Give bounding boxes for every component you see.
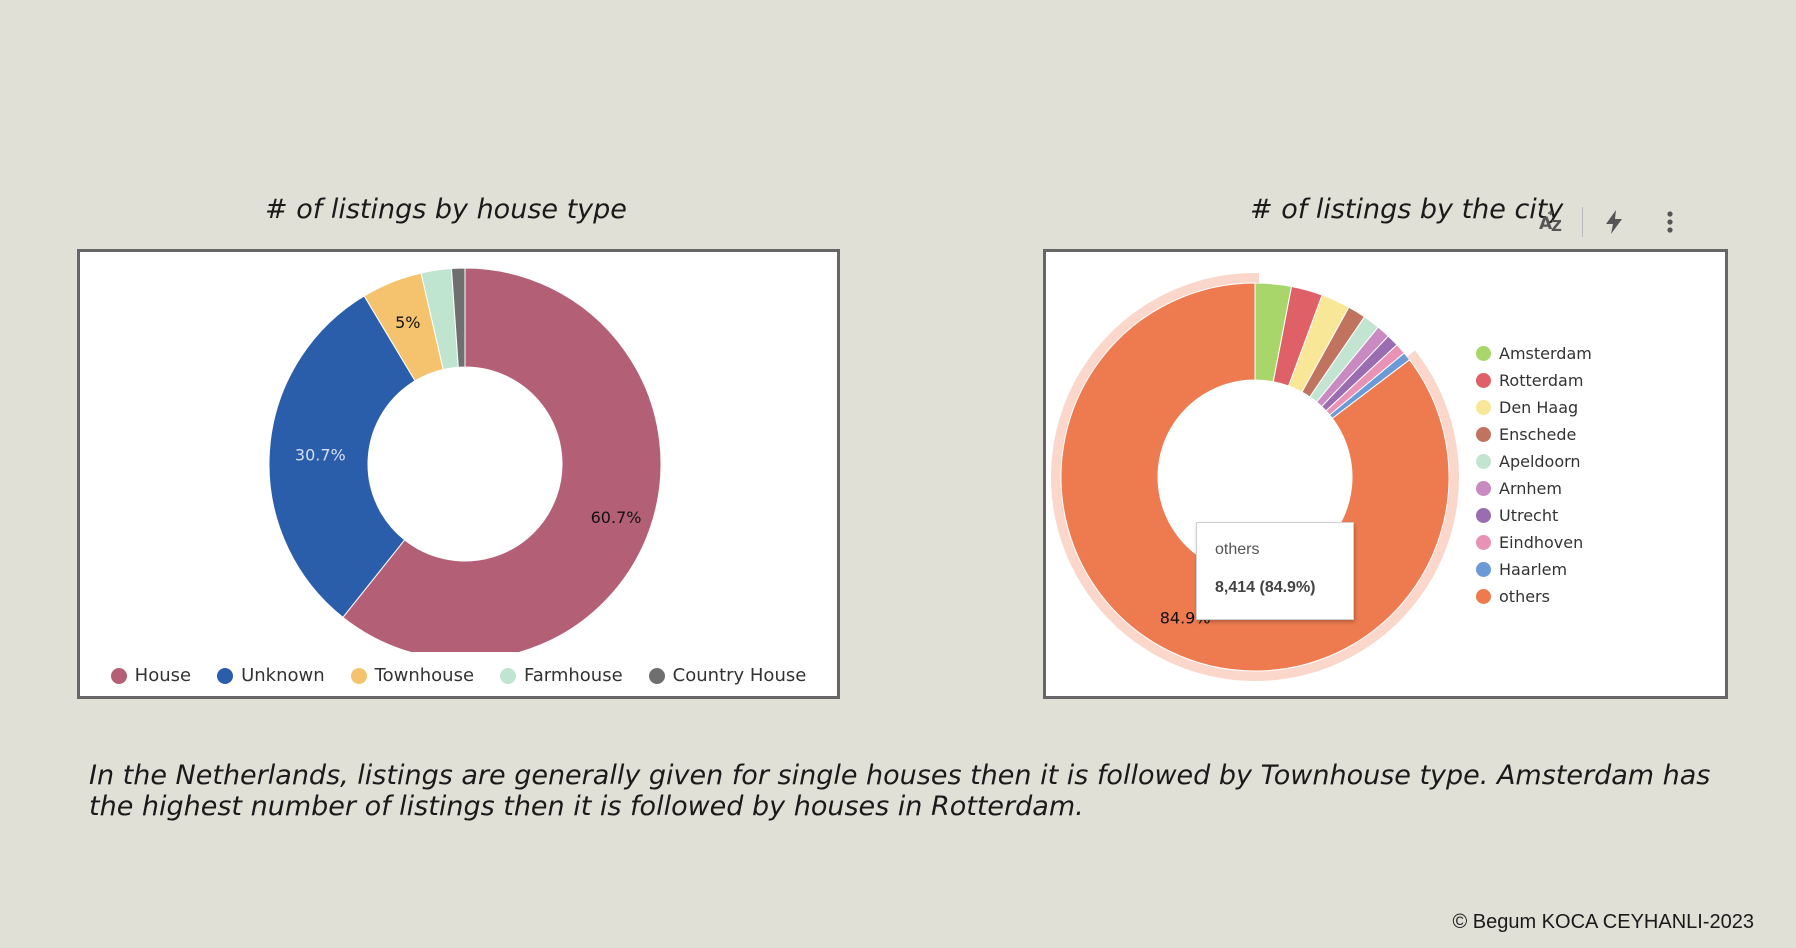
tooltip-label: others <box>1215 541 1260 558</box>
tooltip-value: 8,414 (84.9%) <box>1215 579 1316 596</box>
chart1-legend-swatch <box>648 667 665 684</box>
chart2-legend-swatch <box>1476 589 1491 604</box>
chart1-legend-swatch <box>217 667 234 684</box>
chart1-legend-label: Unknown <box>241 665 325 686</box>
sort-az-button[interactable]: A Z <box>1536 207 1566 237</box>
chart2-legend-label: Haarlem <box>1499 560 1568 579</box>
copyright-text: © Begum KOCA CEYHANLI-2023 <box>1452 911 1754 933</box>
svg-text:A: A <box>1539 214 1553 234</box>
chart1-legend-label: Country House <box>672 665 807 686</box>
chart2-legend-label: Den Haag <box>1499 398 1579 417</box>
chart1-data-label-unknown: 30.7% <box>295 445 346 464</box>
chart2-legend-swatch <box>1476 562 1491 577</box>
lightning-icon <box>1606 210 1622 234</box>
chart2-legend-item-den-haag[interactable]: Den Haag <box>1476 398 1592 417</box>
chart2-legend-item-arnhem[interactable]: Arnhem <box>1476 479 1592 498</box>
chart1-legend-item-house[interactable]: House <box>110 665 192 686</box>
chart1-data-label-townhouse: 5% <box>395 313 420 332</box>
chart2-legend-swatch <box>1476 508 1491 523</box>
chart2-legend-label: Amsterdam <box>1499 344 1592 363</box>
chart2-legend-swatch <box>1476 346 1491 361</box>
lightning-button[interactable] <box>1599 207 1629 237</box>
chart2-legend-item-apeldoorn[interactable]: Apeldoorn <box>1476 452 1592 471</box>
chart1-legend-swatch <box>500 667 517 684</box>
chart-toolbar: A Z <box>1536 207 1685 237</box>
chart2-svg: 84.9% <box>1051 273 1459 681</box>
chart1-legend: House Unknown Townhouse Farmhouse Country Ho… <box>80 665 837 686</box>
chart1-legend-label: House <box>134 665 192 686</box>
chart1-legend-item-farmhouse[interactable]: Farmhouse <box>500 665 623 686</box>
chart1-legend-item-unknown[interactable]: Unknown <box>217 665 325 686</box>
chart2-legend-label: Arnhem <box>1499 479 1562 498</box>
chart2-legend-label: Apeldoorn <box>1499 452 1581 471</box>
more-vertical-icon <box>1667 211 1673 233</box>
chart1-legend-swatch <box>350 667 367 684</box>
chart1-legend-label: Farmhouse <box>524 665 623 686</box>
chart2-legend-swatch <box>1476 373 1491 388</box>
chart2-legend-item-utrecht[interactable]: Utrecht <box>1476 506 1592 525</box>
chart2-legend-swatch <box>1476 400 1491 415</box>
chart1-panel: 60.7% 30.7% 5% House Unknown Townhouse Farmho… <box>77 249 840 699</box>
chart2-legend-item-amsterdam[interactable]: Amsterdam <box>1476 344 1592 363</box>
chart2-legend-item-others[interactable]: others <box>1476 587 1592 606</box>
chart2-legend-swatch <box>1476 427 1491 442</box>
more-options-button[interactable] <box>1655 207 1685 237</box>
chart2-legend-label: Rotterdam <box>1499 371 1584 390</box>
chart1-slice-house[interactable] <box>342 267 662 652</box>
chart2-legend-item-rotterdam[interactable]: Rotterdam <box>1476 371 1592 390</box>
chart2-legend-swatch <box>1476 535 1491 550</box>
chart2-legend-swatch <box>1476 454 1491 469</box>
chart1-legend-swatch <box>110 667 127 684</box>
chart2-legend-label: Enschede <box>1499 425 1577 444</box>
chart1-slice-unknown[interactable] <box>268 295 416 619</box>
chart1-svg: 60.7% 30.7% 5% <box>268 267 662 652</box>
chart2-legend-label: Utrecht <box>1499 506 1559 525</box>
chart2-legend-label: Eindhoven <box>1499 533 1584 552</box>
chart2-legend-item-enschede[interactable]: Enschede <box>1476 425 1592 444</box>
chart2-tooltip: others 8,414 (84.9%) <box>1196 522 1354 620</box>
chart2-legend: Amsterdam Rotterdam Den Haag Enschede Apeldo… <box>1476 344 1592 606</box>
chart1-slice-country-house[interactable] <box>450 267 466 368</box>
chart2-legend-item-haarlem[interactable]: Haarlem <box>1476 560 1592 579</box>
chart2-legend-item-eindhoven[interactable]: Eindhoven <box>1476 533 1592 552</box>
chart1-legend-item-townhouse[interactable]: Townhouse <box>350 665 475 686</box>
chart1-title: # of listings by house type <box>265 194 627 225</box>
chart1-legend-label: Townhouse <box>374 665 475 686</box>
chart2-panel: 84.9% Amsterdam Rotterdam Den Haag Enschede… <box>1043 249 1728 699</box>
caption-text: In the Netherlands, listings are general… <box>89 760 1711 822</box>
chart2-legend-label: others <box>1499 587 1550 606</box>
chart1-data-label-house: 60.7% <box>591 508 642 527</box>
chart1-legend-item-country-house[interactable]: Country House <box>648 665 807 686</box>
toolbar-separator <box>1582 207 1583 237</box>
sort-az-icon: A Z <box>1539 210 1562 235</box>
svg-text:Z: Z <box>1551 217 1562 235</box>
chart2-legend-swatch <box>1476 481 1491 496</box>
chart2-title: # of listings by the city <box>1250 194 1564 225</box>
